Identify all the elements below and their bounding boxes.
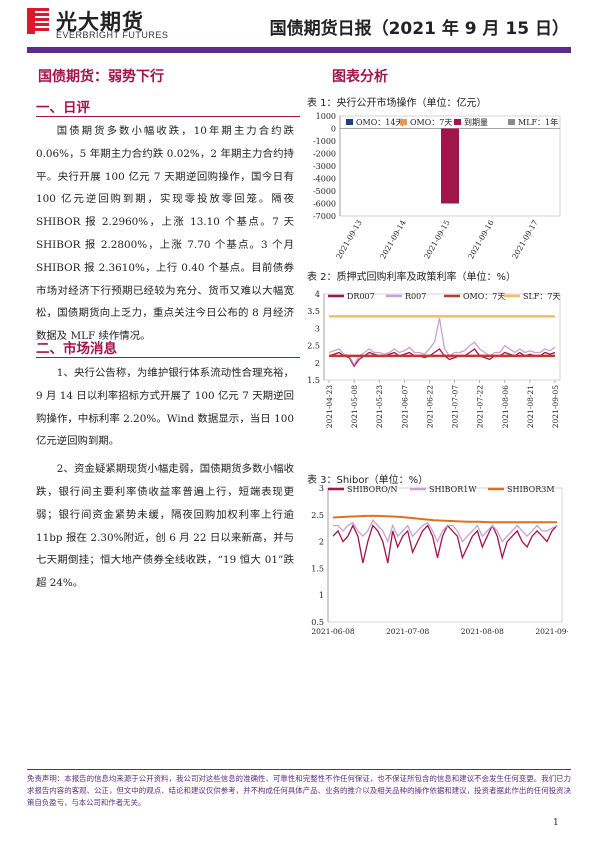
chart3-y-tick-label: 1 bbox=[319, 591, 324, 600]
brand-name: 光大期货 bbox=[56, 10, 144, 34]
chart2-x-tick-label: 2021-05-23 bbox=[375, 385, 384, 428]
chart2-x-tick-label: 2021-06-22 bbox=[425, 385, 434, 428]
daily-review-paragraph: 国债期货多数小幅收跌，10年期主力合约跌 0.06%，5 年期主力合约跌 0.0… bbox=[36, 125, 294, 343]
news-item: 2、资金疑紧期现货小幅走弱，国债期货多数小幅收跌，银行间主要利率债收益率普遍上行… bbox=[36, 463, 294, 590]
page-number: 1 bbox=[553, 818, 559, 828]
legend-label: SLF：7天 bbox=[523, 292, 560, 301]
disclaimer: 免责声明：本报告的信息均来源于公开资料，我公司对这些信息的准确性、可靠性和完整性… bbox=[27, 774, 571, 807]
legend-label: OMO：7天 bbox=[410, 118, 452, 127]
report-title: 国债期货日报（2021 年 9 月 15 日） bbox=[269, 19, 569, 39]
chart2-title: 表 2：质押式回购利率及政策利率（单位：%） bbox=[307, 272, 517, 283]
market-news-text: 1、央行公告称，为维护银行体系流动性合理充裕，9 月 14 日以利率招标方式开展… bbox=[36, 362, 294, 595]
chart1-title: 表 1：央行公开市场操作（单位：亿元） bbox=[307, 98, 487, 109]
chart2-x-tick-label: 2021-08-21 bbox=[526, 385, 535, 428]
footer-divider bbox=[27, 769, 571, 770]
chart3-x-tick-label: 2021-07-08 bbox=[386, 627, 429, 636]
chart1-x-tick-label: 2021-09-13 bbox=[334, 218, 364, 260]
chart3-y-tick-label: 3 bbox=[319, 484, 324, 493]
chart2-x-tick-label: 2021-05-08 bbox=[350, 385, 359, 428]
chart2-series-line bbox=[328, 317, 556, 366]
chart1-y-tick-label: -1000 bbox=[313, 137, 336, 146]
chart1-y-tick-label: 1000 bbox=[316, 112, 336, 121]
chart3-y-tick-label: 0.5 bbox=[311, 618, 324, 627]
chart2-repo-rate-line-chart: 4 3.5 3 2.5 2 1.5 2021-04-23 2021-05-08 2021-05-… bbox=[307, 290, 560, 428]
chart2-y-tick-label: 2 bbox=[315, 359, 320, 368]
chart1-y-tick-label: -2000 bbox=[313, 150, 336, 159]
chart2-y-tick-label: 2.5 bbox=[307, 342, 320, 351]
daily-review-text: 国债期货多数小幅收跌，10年期主力合约跌 0.06%，5 年期主力合约跌 0.0… bbox=[36, 120, 294, 348]
legend-swatch bbox=[454, 119, 461, 125]
chart2-x-tick-label: 2021-07-22 bbox=[476, 385, 485, 428]
section-title-market-news: 二、市场消息 bbox=[36, 341, 117, 357]
chart3-x-tick-label: 2021-06-08 bbox=[311, 627, 354, 636]
chart3-y-tick-label: 2 bbox=[319, 538, 324, 547]
chart1-x-tick-label: 2021-09-14 bbox=[378, 218, 408, 260]
section-divider bbox=[36, 357, 300, 358]
chart1-x-tick-label: 2021-09-16 bbox=[466, 218, 496, 260]
section-title-daily-review: 一、日评 bbox=[36, 100, 90, 116]
legend-label: MLF：1年 bbox=[518, 117, 558, 127]
chart2-x-tick-label: 2021-04-23 bbox=[325, 385, 334, 428]
brand-logo-icon bbox=[27, 8, 49, 34]
news-item: 1、央行公告称，为维护银行体系流动性合理充裕，9 月 14 日以利率招标方式开展… bbox=[36, 367, 294, 448]
chart3-plot-area bbox=[327, 487, 563, 623]
chart2-x-tick-label: 2021-09-05 bbox=[551, 385, 560, 428]
chart1-y-tick-label: -6000 bbox=[313, 200, 336, 209]
main-heading: 国债期货：弱势下行 bbox=[38, 69, 164, 85]
chart3-y-tick-label: 1.5 bbox=[311, 564, 324, 573]
chart3-title: 表 3：Shibor（单位：%） bbox=[307, 475, 429, 486]
chart2-x-tick-label: 2021-07-07 bbox=[451, 385, 460, 428]
legend-label: SHIBORO/N bbox=[347, 485, 397, 494]
legend-swatch bbox=[346, 119, 353, 125]
chart1-x-tick-label: 2021-09-15 bbox=[422, 218, 452, 260]
chart1-y-tick-label: -5000 bbox=[313, 187, 336, 196]
chart1-x-tick-label: 2021-09-17 bbox=[510, 218, 540, 260]
brand-name-english: EVERBRIGHT FUTURES bbox=[56, 30, 169, 40]
chart3-x-tick-label: 2021-08-08 bbox=[461, 627, 504, 636]
chart3-y-tick-label: 2.5 bbox=[311, 511, 324, 520]
chart2-y-tick-label: 1.5 bbox=[307, 376, 320, 385]
legend-swatch bbox=[508, 119, 515, 125]
chart2-x-tick-label: 2021-08-06 bbox=[501, 385, 510, 428]
chart1-y-tick-label: -7000 bbox=[313, 212, 336, 221]
legend-label: 到期量 bbox=[464, 118, 488, 127]
chart1-y-tick-label: -3000 bbox=[313, 162, 336, 171]
chart1-bar bbox=[441, 128, 459, 204]
section-divider bbox=[36, 116, 300, 117]
chart3-series-line bbox=[333, 519, 558, 544]
legend-label: R007 bbox=[405, 292, 426, 301]
legend-label: SHIBOR1W bbox=[429, 485, 477, 494]
chart2-x-tick-label: 2021-06-07 bbox=[400, 385, 409, 428]
chart2-y-tick-label: 3 bbox=[315, 324, 320, 333]
chart1-omo-bar-chart: 1000 0 -1000 -2000 -3000 -4000 -5000 -6000 -7000… bbox=[313, 112, 561, 260]
legend-label: DR007 bbox=[347, 292, 375, 301]
chart-section-heading: 图表分析 bbox=[332, 69, 388, 85]
chart2-y-tick-label: 4 bbox=[315, 290, 320, 299]
chart1-y-tick-label: 0 bbox=[331, 125, 336, 134]
chart3-series-line bbox=[332, 523, 558, 564]
legend-label: SHIBOR3M bbox=[507, 485, 555, 494]
legend-label: OMO：14天 bbox=[356, 118, 404, 127]
legend-label: OMO：7天 bbox=[463, 292, 505, 301]
header-divider bbox=[27, 47, 571, 53]
chart2-y-tick-label: 3.5 bbox=[307, 307, 320, 316]
chart1-y-tick-label: -4000 bbox=[313, 175, 336, 184]
chart3-series-line bbox=[332, 514, 557, 524]
chart3-x-tick-label: 2021-09-08 bbox=[535, 627, 568, 636]
chart2-series-line bbox=[328, 348, 556, 368]
legend-swatch bbox=[400, 119, 407, 125]
